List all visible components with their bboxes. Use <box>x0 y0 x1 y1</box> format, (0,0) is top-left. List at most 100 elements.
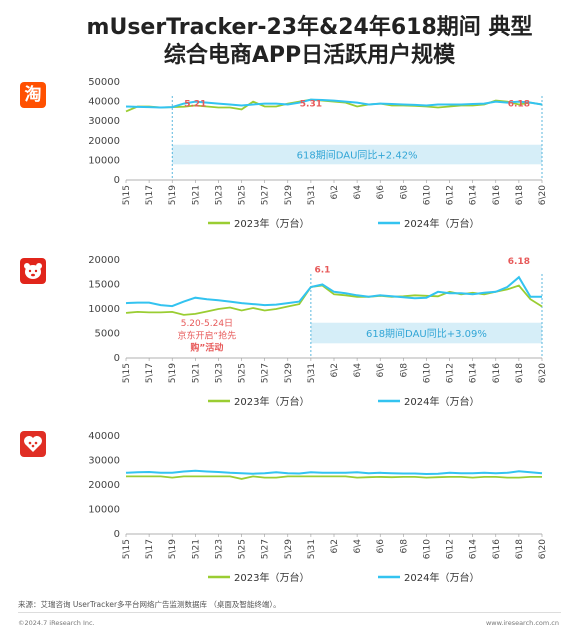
legend-label-2023: 2023年（万台） <box>234 217 309 230</box>
x-tick-label: 5\31 <box>307 539 317 559</box>
y-tick-label: 40000 <box>88 431 120 442</box>
series-line-2024 <box>125 275 542 308</box>
x-tick-label: 6\14 <box>469 185 479 205</box>
annotation-label: 购”活动 <box>190 342 223 354</box>
x-tick-label: 5\23 <box>214 539 224 559</box>
y-tick-label: 20000 <box>88 136 120 147</box>
x-tick-label: 6\8 <box>399 363 409 378</box>
dau-growth-label: 618期间DAU同比+2.42% <box>297 149 418 162</box>
x-tick-label: 5\23 <box>214 363 224 383</box>
x-tick-label: 6\4 <box>353 539 363 554</box>
x-tick-label: 5\19 <box>168 185 178 205</box>
series-line-2024 <box>125 98 543 109</box>
x-tick-label: 6\4 <box>353 363 363 378</box>
x-tick-label: 5\15 <box>122 539 132 559</box>
x-tick-label: 6\16 <box>492 185 502 205</box>
x-tick-label: 6\18 <box>515 185 525 205</box>
x-tick-label: 5\15 <box>122 185 132 205</box>
y-tick-label: 40000 <box>88 97 120 108</box>
x-tick-label: 6\20 <box>538 539 548 559</box>
pinduoduo-dau-chart: 0 10000 20000 30000 40000 5\15 5\17 5\19 5\21 5\2… <box>88 431 548 584</box>
x-tick-label: 6\10 <box>422 363 432 383</box>
x-tick-label: 6\2 <box>330 363 340 377</box>
annotation-label: 5.21 <box>184 100 206 110</box>
x-tick-label: 6\14 <box>469 539 479 559</box>
y-tick-label: 30000 <box>88 116 120 127</box>
dau-growth-band <box>172 144 542 165</box>
legend-label-2024: 2024年（万台） <box>404 571 479 584</box>
x-tick-label: 6\6 <box>376 185 386 200</box>
x-tick-label: 6\10 <box>422 539 432 559</box>
y-tick-label: 50000 <box>88 77 120 88</box>
jd-dau-chart: 0 5000 10000 15000 20000 618期间DAU同比+3.09% 6.1 6… <box>88 255 548 408</box>
x-tick-label: 5\17 <box>145 185 155 205</box>
chart-title-line1: mUserTracker-23年&24年618期间 典型 <box>86 15 533 40</box>
x-tick-label: 6\8 <box>399 539 409 554</box>
x-tick-label: 5\21 <box>191 185 201 205</box>
annotation-label: 6.18 <box>508 257 530 267</box>
x-tick-label: 5\27 <box>261 363 271 383</box>
y-tick-label: 15000 <box>88 280 120 291</box>
series-line-2023 <box>126 475 542 480</box>
x-tick-label: 6\12 <box>446 539 456 559</box>
x-tick-label: 5\21 <box>191 363 201 383</box>
footer-divider <box>18 612 561 613</box>
x-tick-label: 5\19 <box>168 363 178 383</box>
x-tick-label: 5\25 <box>238 185 248 205</box>
series-line-2024 <box>125 469 543 476</box>
x-tick-label: 6\8 <box>399 185 409 200</box>
x-tick-label: 5\21 <box>191 539 201 559</box>
x-tick-label: 6\18 <box>515 363 525 383</box>
y-tick-label: 0 <box>114 529 120 540</box>
annotation-label: 5.31 <box>300 100 322 110</box>
x-tick-label: 5\19 <box>168 539 178 559</box>
x-tick-label: 6\2 <box>330 185 340 199</box>
legend-label-2023: 2023年（万台） <box>234 571 309 584</box>
x-tick-label: 6\6 <box>376 363 386 378</box>
dau-growth-band <box>310 322 542 344</box>
y-tick-label: 0 <box>114 175 120 186</box>
x-tick-label: 5\27 <box>261 539 271 559</box>
x-tick-label: 5\15 <box>122 363 132 383</box>
legend-label-2023: 2023年（万台） <box>234 395 309 408</box>
source-note: 来源：艾瑞咨询 UserTracker多平台网络广告监测数据库 （桌面及智能终端… <box>18 600 281 609</box>
website: www.iresearch.com.cn <box>485 619 559 627</box>
y-tick-label: 20000 <box>88 480 120 491</box>
x-tick-label: 6\12 <box>446 363 456 383</box>
x-tick-label: 5\17 <box>145 363 155 383</box>
x-tick-label: 5\25 <box>238 539 248 559</box>
x-tick-label: 6\18 <box>515 539 525 559</box>
x-tick-label: 5\29 <box>284 185 294 205</box>
series-line-2023 <box>125 284 543 316</box>
annotation-label: 5.20-5.24日 <box>181 318 233 329</box>
legend-label-2024: 2024年（万台） <box>404 395 479 408</box>
x-tick-label: 5\17 <box>145 539 155 559</box>
x-tick-label: 6\2 <box>330 539 340 553</box>
y-tick-label: 10000 <box>88 155 120 166</box>
y-tick-label: 0 <box>114 353 120 364</box>
x-tick-label: 5\23 <box>214 185 224 205</box>
y-tick-label: 20000 <box>88 255 120 266</box>
y-tick-label: 5000 <box>95 329 120 340</box>
x-tick-label: 6\10 <box>422 185 432 205</box>
x-tick-label: 6\6 <box>376 539 386 554</box>
taobao-dau-chart: 0 10000 20000 30000 40000 50000 618期间DAU同比+2.4… <box>88 77 548 230</box>
chart-title-line2: 综合电商APP日活跃用户规模 <box>163 43 456 68</box>
annotation-label: 6.1 <box>314 265 330 275</box>
x-tick-label: 6\16 <box>492 363 502 383</box>
legend-label-2024: 2024年（万台） <box>404 217 479 230</box>
x-tick-label: 5\31 <box>307 185 317 205</box>
x-tick-label: 6\14 <box>469 363 479 383</box>
annotation-label: 6.18 <box>508 100 530 110</box>
x-tick-label: 5\25 <box>238 363 248 383</box>
annotation-label: 京东开启“抢先 <box>178 329 237 341</box>
x-tick-label: 6\20 <box>538 185 548 205</box>
x-tick-label: 6\20 <box>538 363 548 383</box>
pinduoduo-app-icon <box>20 431 46 457</box>
y-tick-label: 10000 <box>88 505 120 516</box>
x-tick-label: 5\31 <box>307 363 317 383</box>
x-tick-label: 6\12 <box>446 185 456 205</box>
taobao-app-icon: 淘 <box>20 82 46 108</box>
copyright: ©2024.7 iResearch Inc. <box>18 619 95 627</box>
x-tick-label: 6\16 <box>492 539 502 559</box>
